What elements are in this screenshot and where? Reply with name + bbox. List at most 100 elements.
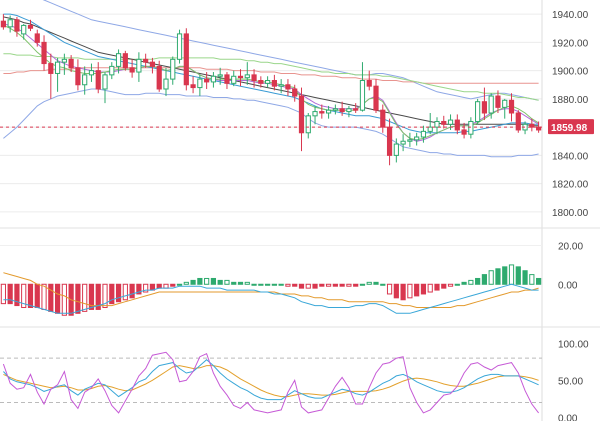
macd-bar-negative xyxy=(420,283,427,295)
candle-up xyxy=(7,19,13,28)
ma-green-line xyxy=(3,53,539,101)
candle-down xyxy=(258,80,264,84)
oscillator-panel: 0.00 50.00 100.00 xyxy=(0,339,589,424)
candle-up xyxy=(61,58,67,63)
candle-up xyxy=(210,75,217,83)
macd-bar-negative xyxy=(325,283,332,287)
macd-bar-positive xyxy=(197,277,203,285)
macd-bar-positive xyxy=(454,283,460,286)
macd-bar-positive xyxy=(244,281,250,285)
candle-down xyxy=(149,61,156,67)
candle-up xyxy=(217,74,223,77)
candle-down xyxy=(298,95,305,134)
candle-down xyxy=(508,99,515,114)
price-axis-tick-label: 1920.00 xyxy=(552,38,589,49)
macd-bar-positive xyxy=(176,283,183,286)
macd-line xyxy=(3,283,539,314)
macd-bar-positive xyxy=(258,283,264,286)
macd-axis-tick-label: 0.00 xyxy=(558,280,578,291)
macd-bar-negative xyxy=(0,283,6,305)
candle-up xyxy=(21,24,27,35)
macd-bar-negative xyxy=(339,283,345,287)
macd-bar-negative xyxy=(346,283,352,287)
price-axis-tick-label: 1900.00 xyxy=(552,67,589,78)
macd-bar-negative xyxy=(305,283,311,289)
price-axis-tick-label: 1840.00 xyxy=(552,151,589,162)
macd-bar-negative xyxy=(41,283,47,310)
candle-up xyxy=(393,143,399,156)
candle-down xyxy=(292,88,298,97)
macd-bar-negative xyxy=(400,283,406,301)
candle-down xyxy=(441,120,447,125)
candle-up xyxy=(407,139,413,142)
macd-bar-positive xyxy=(190,279,196,285)
candle-up xyxy=(170,58,176,80)
candle-down xyxy=(129,67,135,73)
macd-bar-negative xyxy=(82,283,88,312)
macd-bar-negative xyxy=(427,283,433,293)
candle-up xyxy=(359,80,366,111)
ma-slow-line xyxy=(3,16,539,127)
candle-up xyxy=(400,140,406,145)
macd-bar-negative xyxy=(292,283,298,287)
macd-bar-positive xyxy=(468,279,474,285)
candle-up xyxy=(115,53,122,67)
macd-bar-negative xyxy=(21,283,27,309)
price-axis-tick-label: 1820.00 xyxy=(552,180,589,191)
ma-mid-line xyxy=(3,13,539,134)
candle-down xyxy=(285,84,291,90)
candle-down xyxy=(95,70,101,90)
macd-bar-negative xyxy=(434,283,440,291)
macd-bar-positive xyxy=(210,277,217,285)
macd-bar-negative xyxy=(441,283,447,289)
candle-down xyxy=(481,101,488,114)
candle-up xyxy=(197,78,203,89)
macd-bar-positive xyxy=(359,283,366,286)
candle-up xyxy=(163,78,169,90)
candle-down xyxy=(183,33,189,86)
macd-bar-positive xyxy=(536,277,542,285)
candle-up xyxy=(420,130,427,138)
macd-bar-negative xyxy=(61,283,67,316)
macd-bar-negative xyxy=(27,283,34,309)
macd-bar-negative xyxy=(407,283,413,299)
candle-down xyxy=(339,108,345,113)
candle-up xyxy=(278,84,284,87)
candle-up xyxy=(475,101,481,122)
macd-bar-positive xyxy=(231,281,237,285)
macd-bar-negative xyxy=(129,283,135,299)
candle-down xyxy=(143,58,149,63)
candle-down xyxy=(14,19,20,32)
candle-down xyxy=(386,126,393,156)
ma-red-line xyxy=(3,67,539,84)
candle-up xyxy=(82,74,88,86)
macd-bar-positive xyxy=(529,274,535,285)
candle-down xyxy=(461,129,467,135)
macd-bar-negative xyxy=(75,283,81,314)
macd-bar-positive xyxy=(251,283,257,286)
candle-up xyxy=(102,74,108,90)
macd-bar-negative xyxy=(7,283,13,305)
candle-down xyxy=(251,74,257,82)
candle-up xyxy=(332,108,338,111)
last-price-label: 1859.98 xyxy=(551,123,588,134)
macd-bar-positive xyxy=(204,277,210,285)
oscillator-axis-tick-label: 0.00 xyxy=(558,413,578,421)
candle-down xyxy=(190,84,196,89)
candle-down xyxy=(515,112,521,131)
macd-bar-positive xyxy=(508,264,515,285)
candle-down xyxy=(366,80,372,87)
last-price-badge: 1859.98 xyxy=(548,119,594,135)
candle-up xyxy=(244,74,250,79)
candle-up xyxy=(427,126,433,132)
candle-down xyxy=(353,108,359,111)
macd-signal-line xyxy=(3,272,539,308)
macd-bar-negative xyxy=(136,283,142,295)
macd-bar-negative xyxy=(14,283,20,307)
candle-up xyxy=(136,58,142,73)
macd-bar-negative xyxy=(122,283,128,301)
candle-down xyxy=(204,78,210,83)
candle-down xyxy=(224,74,230,84)
bollinger-upper-line xyxy=(42,0,539,101)
